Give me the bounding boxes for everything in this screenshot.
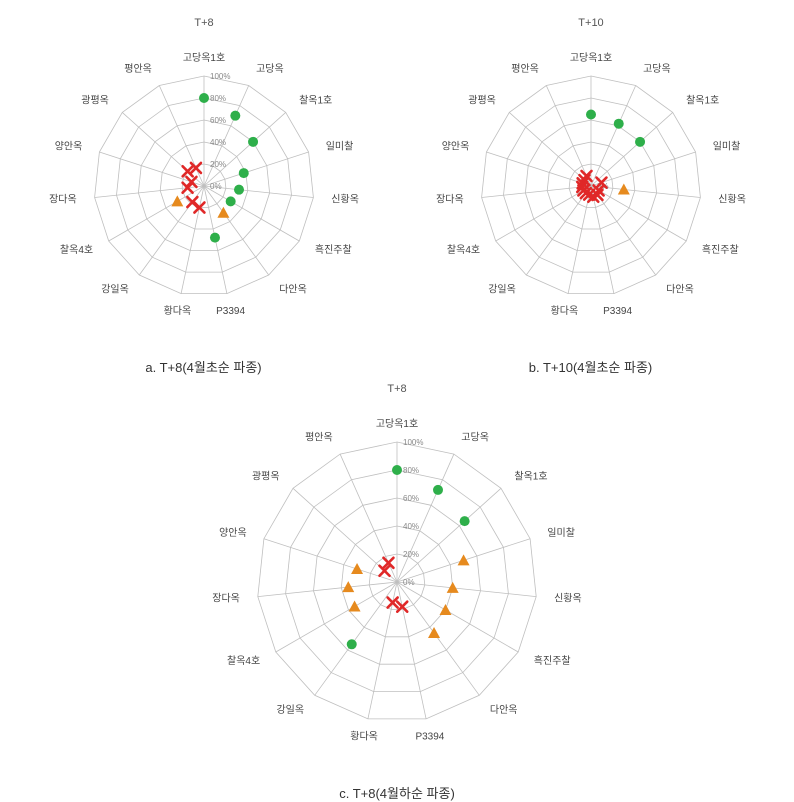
svg-text:찰옥1호: 찰옥1호	[299, 94, 332, 106]
svg-text:양안옥: 양안옥	[219, 527, 247, 539]
svg-text:다안옥: 다안옥	[279, 284, 307, 296]
svg-text:찰옥4호: 찰옥4호	[446, 244, 479, 256]
svg-text:80%: 80%	[210, 94, 226, 103]
chart-b-wrap: T+10 고당옥1호고당옥찰옥1호일미찰신황옥흑진주찰다안옥 P3394 황다옥 강일옥…	[421, 10, 761, 376]
svg-text:양안옥: 양안옥	[441, 140, 469, 152]
svg-text:T+10: T+10	[578, 17, 603, 29]
svg-text:광평옥: 광평옥	[81, 94, 109, 106]
svg-text:장다옥: 장다옥	[49, 193, 77, 205]
caption-a: a. T+8(4월초순 파종)	[145, 357, 261, 376]
svg-text:찰옥1호: 찰옥1호	[514, 470, 547, 482]
svg-text:일미찰: 일미찰	[712, 140, 740, 152]
svg-text:평안옥: 평안옥	[511, 63, 539, 75]
svg-text:흑진주찰: 흑진주찰	[314, 243, 351, 256]
svg-text:찰옥4호: 찰옥4호	[227, 655, 260, 667]
svg-text:고당옥1호: 고당옥1호	[182, 52, 224, 64]
svg-text:40%: 40%	[403, 522, 419, 531]
svg-text:강일옥: 강일옥	[276, 704, 304, 716]
chart-c-wrap: T+8 고당옥1호고당옥찰옥1호일미찰신황옥흑진주찰다안옥 P3394 황다옥 강일옥 찰…	[197, 376, 597, 802]
svg-text:40%: 40%	[210, 138, 226, 147]
svg-text:P3394: P3394	[603, 306, 632, 317]
svg-text:0%: 0%	[403, 578, 415, 587]
svg-text:고당옥: 고당옥	[461, 432, 489, 444]
svg-text:20%: 20%	[210, 160, 226, 169]
svg-text:평안옥: 평안옥	[305, 432, 333, 444]
svg-text:고당옥1호: 고당옥1호	[376, 418, 418, 430]
svg-text:황다옥: 황다옥	[550, 305, 578, 317]
svg-text:황다옥: 황다옥	[163, 305, 191, 317]
svg-text:20%: 20%	[403, 550, 419, 559]
svg-text:황다옥: 황다옥	[350, 731, 378, 743]
svg-text:P3394: P3394	[216, 306, 245, 317]
svg-text:60%: 60%	[210, 116, 226, 125]
svg-text:신황옥: 신황옥	[718, 193, 746, 205]
svg-text:양안옥: 양안옥	[54, 140, 82, 152]
svg-text:찰옥4호: 찰옥4호	[59, 244, 92, 256]
svg-text:60%: 60%	[403, 494, 419, 503]
svg-text:고당옥: 고당옥	[256, 63, 284, 75]
svg-text:평안옥: 평안옥	[124, 63, 152, 75]
svg-text:100%: 100%	[210, 72, 230, 81]
svg-text:광평옥: 광평옥	[252, 470, 280, 482]
svg-text:0%: 0%	[210, 182, 222, 191]
svg-text:신황옥: 신황옥	[554, 593, 582, 605]
svg-text:T+8: T+8	[387, 383, 406, 395]
svg-text:찰옥1호: 찰옥1호	[686, 94, 719, 106]
svg-text:고당옥: 고당옥	[643, 63, 671, 75]
bottom-row: T+8 고당옥1호고당옥찰옥1호일미찰신황옥흑진주찰다안옥 P3394 황다옥 강일옥 찰…	[10, 376, 784, 802]
chart-b: T+10 고당옥1호고당옥찰옥1호일미찰신황옥흑진주찰다안옥 P3394 황다옥 강일옥…	[421, 10, 761, 355]
svg-text:광평옥: 광평옥	[468, 94, 496, 106]
svg-text:80%: 80%	[403, 466, 419, 475]
svg-text:장다옥: 장다옥	[436, 193, 464, 205]
chart-c: T+8 고당옥1호고당옥찰옥1호일미찰신황옥흑진주찰다안옥 P3394 황다옥 강일옥 찰…	[197, 376, 597, 781]
svg-text:강일옥: 강일옥	[488, 284, 516, 296]
svg-text:T+8: T+8	[194, 17, 213, 29]
svg-text:일미찰: 일미찰	[547, 527, 575, 539]
svg-text:다안옥: 다안옥	[490, 704, 518, 716]
svg-text:P3394: P3394	[415, 732, 444, 743]
svg-text:장다옥: 장다옥	[212, 593, 240, 605]
caption-b: b. T+10(4월초순 파종)	[529, 357, 653, 376]
top-row: T+8 고당옥1호고당옥찰옥1호일미찰신황옥흑진주찰다안옥 P3394 황다옥 강일옥 찰…	[10, 10, 784, 376]
svg-text:강일옥: 강일옥	[101, 284, 129, 296]
chart-a-wrap: T+8 고당옥1호고당옥찰옥1호일미찰신황옥흑진주찰다안옥 P3394 황다옥 강일옥 찰…	[34, 10, 374, 376]
chart-a: T+8 고당옥1호고당옥찰옥1호일미찰신황옥흑진주찰다안옥 P3394 황다옥 강일옥 찰…	[34, 10, 374, 355]
svg-text:흑진주찰: 흑진주찰	[534, 654, 571, 667]
svg-text:다안옥: 다안옥	[666, 284, 694, 296]
svg-text:흑진주찰: 흑진주찰	[701, 243, 738, 256]
svg-text:고당옥1호: 고당옥1호	[569, 52, 611, 64]
svg-text:신황옥: 신황옥	[331, 193, 359, 205]
svg-text:일미찰: 일미찰	[325, 140, 353, 152]
caption-c: c. T+8(4월하순 파종)	[339, 783, 455, 802]
svg-text:100%: 100%	[403, 438, 423, 447]
